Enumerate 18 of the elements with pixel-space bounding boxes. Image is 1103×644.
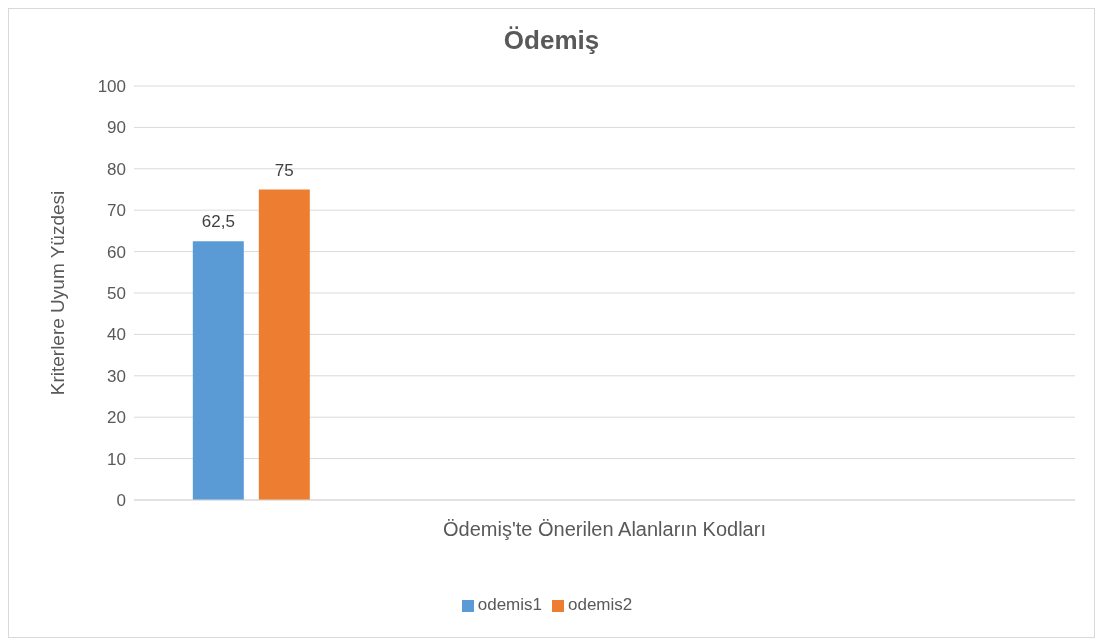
chart-title: Ödemiş bbox=[502, 25, 601, 56]
y-tick-label: 50 bbox=[107, 284, 126, 304]
y-tick-label: 40 bbox=[107, 325, 126, 345]
legend-label: odemis1 bbox=[477, 595, 542, 614]
legend-label: odemis2 bbox=[568, 595, 633, 614]
y-tick-label: 90 bbox=[107, 118, 126, 138]
y-axis-title: Kriterlere Uyum Yüzdesi bbox=[46, 190, 68, 396]
y-tick-label: 100 bbox=[97, 77, 126, 97]
y-tick-label: 20 bbox=[107, 408, 126, 428]
y-tick-label: 30 bbox=[107, 366, 126, 386]
y-tick-label: 0 bbox=[116, 491, 126, 511]
y-tick-label: 80 bbox=[107, 159, 126, 179]
y-tick-label: 10 bbox=[107, 449, 126, 469]
data-label: 62,5 bbox=[201, 212, 235, 232]
x-axis-title: Ödemiş'te Önerilen Alanların Kodları bbox=[443, 518, 766, 541]
y-tick-label: 60 bbox=[107, 242, 126, 262]
data-label: 75 bbox=[274, 160, 294, 180]
y-tick-label: 70 bbox=[107, 201, 126, 221]
